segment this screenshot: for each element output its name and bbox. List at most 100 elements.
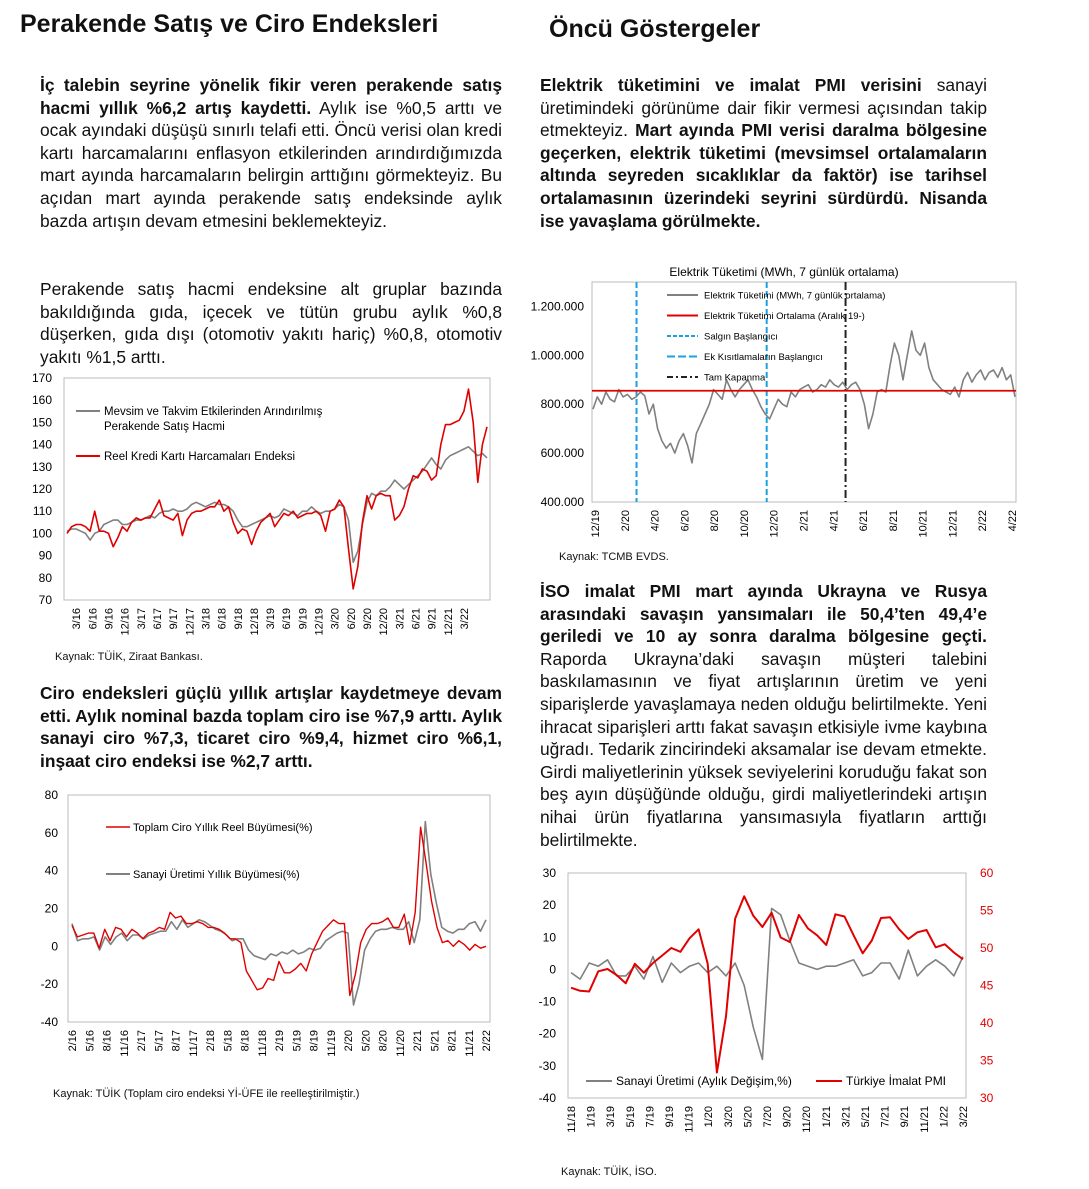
- x-tick-label: 5/17: [153, 1030, 165, 1051]
- x-tick-label: 9/17: [168, 608, 180, 629]
- y-right-tick-label: 55: [980, 904, 994, 918]
- y-tick-label: 400.000: [541, 495, 585, 509]
- x-tick-label: 3/16: [71, 608, 83, 629]
- indicators-bold-a: Elektrik tüketimini ve imalat PMI verisi…: [540, 75, 922, 95]
- x-tick-label: 12/19: [314, 608, 326, 636]
- chart-title: Elektrik Tüketimi (MWh, 7 günlük ortalam…: [669, 265, 898, 279]
- y-tick-label: 120: [32, 482, 52, 496]
- x-tick-label: 1/22: [938, 1106, 950, 1127]
- x-tick-label: 11/20: [801, 1106, 813, 1133]
- x-tick-label: 6/20: [346, 608, 358, 629]
- y-tick-label: 0: [51, 939, 58, 953]
- y-left-tick-label: -20: [539, 1027, 557, 1041]
- y-left-tick-label: 0: [549, 962, 556, 976]
- x-tick-label: 9/19: [664, 1106, 676, 1127]
- y-right-tick-label: 50: [980, 941, 994, 955]
- y-tick-label: 70: [39, 593, 53, 607]
- legend-label-industrial: Sanayi Üretimi (Aylık Değişim,%): [616, 1074, 792, 1088]
- x-tick-label: 10/20: [739, 510, 751, 538]
- x-tick-label: 8/20: [709, 510, 721, 531]
- x-tick-label: 6/20: [679, 510, 691, 531]
- retail-chart-source: Kaynak: TÜİK, Ziraat Bankası.: [55, 651, 203, 663]
- x-tick-label: 5/21: [860, 1106, 872, 1127]
- x-tick-label: 2/18: [205, 1030, 217, 1051]
- series-sales-volume: [66, 446, 488, 564]
- series-industrial-production-mom: [570, 907, 964, 1061]
- retail-paragraph: İç talebin seyrine yönelik fikir veren p…: [40, 74, 502, 232]
- indicators-paragraph: Elektrik tüketimini ve imalat PMI verisi…: [540, 74, 987, 232]
- subgroup-paragraph: Perakende satış hacmi endeksine alt grup…: [40, 279, 502, 367]
- y-tick-label: 110: [33, 504, 52, 518]
- x-tick-label: 6/21: [410, 608, 422, 629]
- x-tick-label: 6/16: [87, 608, 99, 629]
- x-tick-label: 2/22: [977, 510, 989, 531]
- x-tick-label: 11/21: [464, 1030, 476, 1057]
- x-tick-label: 11/17: [188, 1030, 200, 1057]
- y-left-tick-label: 20: [543, 898, 557, 912]
- x-tick-label: 12/17: [184, 608, 196, 636]
- x-tick-label: 9/20: [782, 1106, 794, 1127]
- y-tick-label: 80: [45, 788, 59, 802]
- x-tick-label: 9/20: [362, 608, 374, 629]
- pmi-chart: -40 -30 -20 -10 0 10 20 30 30 35 40 45 50 55 60 11/18 1/…: [539, 866, 994, 1133]
- x-tick-label: 11/19: [326, 1030, 338, 1057]
- y-tick-label: 600.000: [541, 446, 585, 460]
- y-tick-label: 150: [32, 415, 52, 429]
- y-right-tick-label: 40: [980, 1016, 994, 1030]
- x-tick-label: 8/19: [309, 1030, 321, 1051]
- legend-label-industrial-production: Sanayi Üretimi Yıllık Büyümesi(%): [133, 869, 300, 881]
- y-tick-label: 130: [32, 460, 52, 474]
- series-credit-card: [66, 388, 488, 590]
- y-left-tick-label: 30: [543, 866, 557, 880]
- x-tick-label: 12/21: [443, 608, 455, 636]
- y-tick-label: 20: [45, 902, 59, 916]
- retail-chart: 70 80 90 100 110 120 130 140 150 160 170 3/16 6/16 9/…: [32, 371, 491, 636]
- y-tick-label: 60: [45, 826, 59, 840]
- x-tick-label: 11/18: [566, 1106, 578, 1133]
- x-tick-label: 6/21: [858, 510, 870, 531]
- x-tick-label: 6/17: [152, 608, 164, 629]
- y-tick-label: 140: [32, 438, 52, 452]
- x-tick-label: 11/19: [684, 1106, 696, 1133]
- y-right-tick-label: 60: [980, 866, 994, 880]
- electricity-chart-source: Kaynak: TCMB EVDS.: [559, 551, 669, 563]
- pmi-paragraph-bold: İSO imalat PMI mart ayında Ukrayna ve Ru…: [540, 581, 987, 647]
- x-tick-label: 1/20: [703, 1106, 715, 1127]
- x-tick-label: 8/21: [888, 510, 900, 531]
- legend-label: Tam Kapanma: [704, 373, 766, 384]
- x-tick-label: 9/21: [427, 608, 439, 629]
- turnover-paragraph-bold: Ciro endeksleri güçlü yıllık artışlar ka…: [40, 683, 502, 771]
- x-tick-label: 12/19: [590, 510, 602, 538]
- y-right-tick-label: 45: [980, 979, 994, 993]
- x-tick-label: 9/21: [899, 1106, 911, 1127]
- x-tick-label: 8/18: [240, 1030, 252, 1051]
- x-tick-label: 12/21: [947, 510, 959, 538]
- x-tick-label: 3/19: [605, 1106, 617, 1127]
- right-section-title: Öncü Göstergeler: [549, 15, 761, 43]
- legend-label: Elektrik Tüketimi (MWh, 7 günlük ortalam…: [704, 291, 885, 302]
- y-tick-label: -40: [41, 1015, 59, 1029]
- x-tick-label: 3/20: [330, 608, 342, 629]
- x-tick-label: 1/21: [821, 1106, 833, 1127]
- y-right-tick-label: 30: [980, 1091, 994, 1105]
- legend-label: Ek Kısıtlamaların Başlangıcı: [704, 352, 823, 363]
- y-tick-label: 800.000: [541, 397, 585, 411]
- x-tick-label: 5/16: [84, 1030, 96, 1051]
- x-tick-label: 11/18: [257, 1030, 269, 1057]
- y-right-tick-label: 35: [980, 1054, 994, 1068]
- y-tick-label: 100: [32, 526, 52, 540]
- legend-label-pmi: Türkiye İmalat PMI: [846, 1074, 946, 1088]
- x-tick-label: 3/21: [394, 608, 406, 629]
- indicators-text-a: sanayi üretimindeki görünüme dair fikir …: [540, 75, 987, 141]
- x-tick-label: 8/17: [171, 1030, 183, 1051]
- x-tick-label: 8/21: [447, 1030, 459, 1051]
- x-tick-label: 5/18: [222, 1030, 234, 1051]
- y-left-tick-label: 10: [543, 930, 557, 944]
- x-tick-label: 10/21: [918, 510, 930, 538]
- pmi-chart-source: Kaynak: TÜİK, İSO.: [561, 1166, 657, 1178]
- x-tick-label: 4/20: [650, 510, 662, 531]
- x-tick-label: 4/22: [1007, 510, 1019, 531]
- pmi-paragraph: İSO imalat PMI mart ayında Ukrayna ve Ru…: [540, 580, 987, 851]
- y-tick-label: 40: [45, 864, 59, 878]
- series-pmi: [570, 895, 964, 1074]
